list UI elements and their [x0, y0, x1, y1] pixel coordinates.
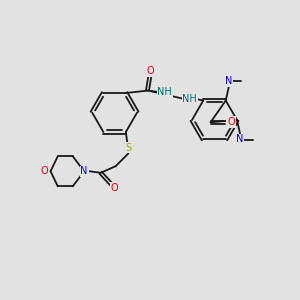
Text: N: N — [225, 76, 232, 86]
Text: O: O — [41, 166, 48, 176]
Text: N: N — [236, 134, 244, 145]
Text: O: O — [111, 183, 118, 193]
Text: O: O — [227, 117, 235, 127]
Text: O: O — [146, 66, 154, 76]
Text: S: S — [125, 142, 131, 153]
Text: N: N — [80, 166, 88, 176]
Text: NH: NH — [158, 87, 172, 97]
Text: NH: NH — [182, 94, 197, 104]
